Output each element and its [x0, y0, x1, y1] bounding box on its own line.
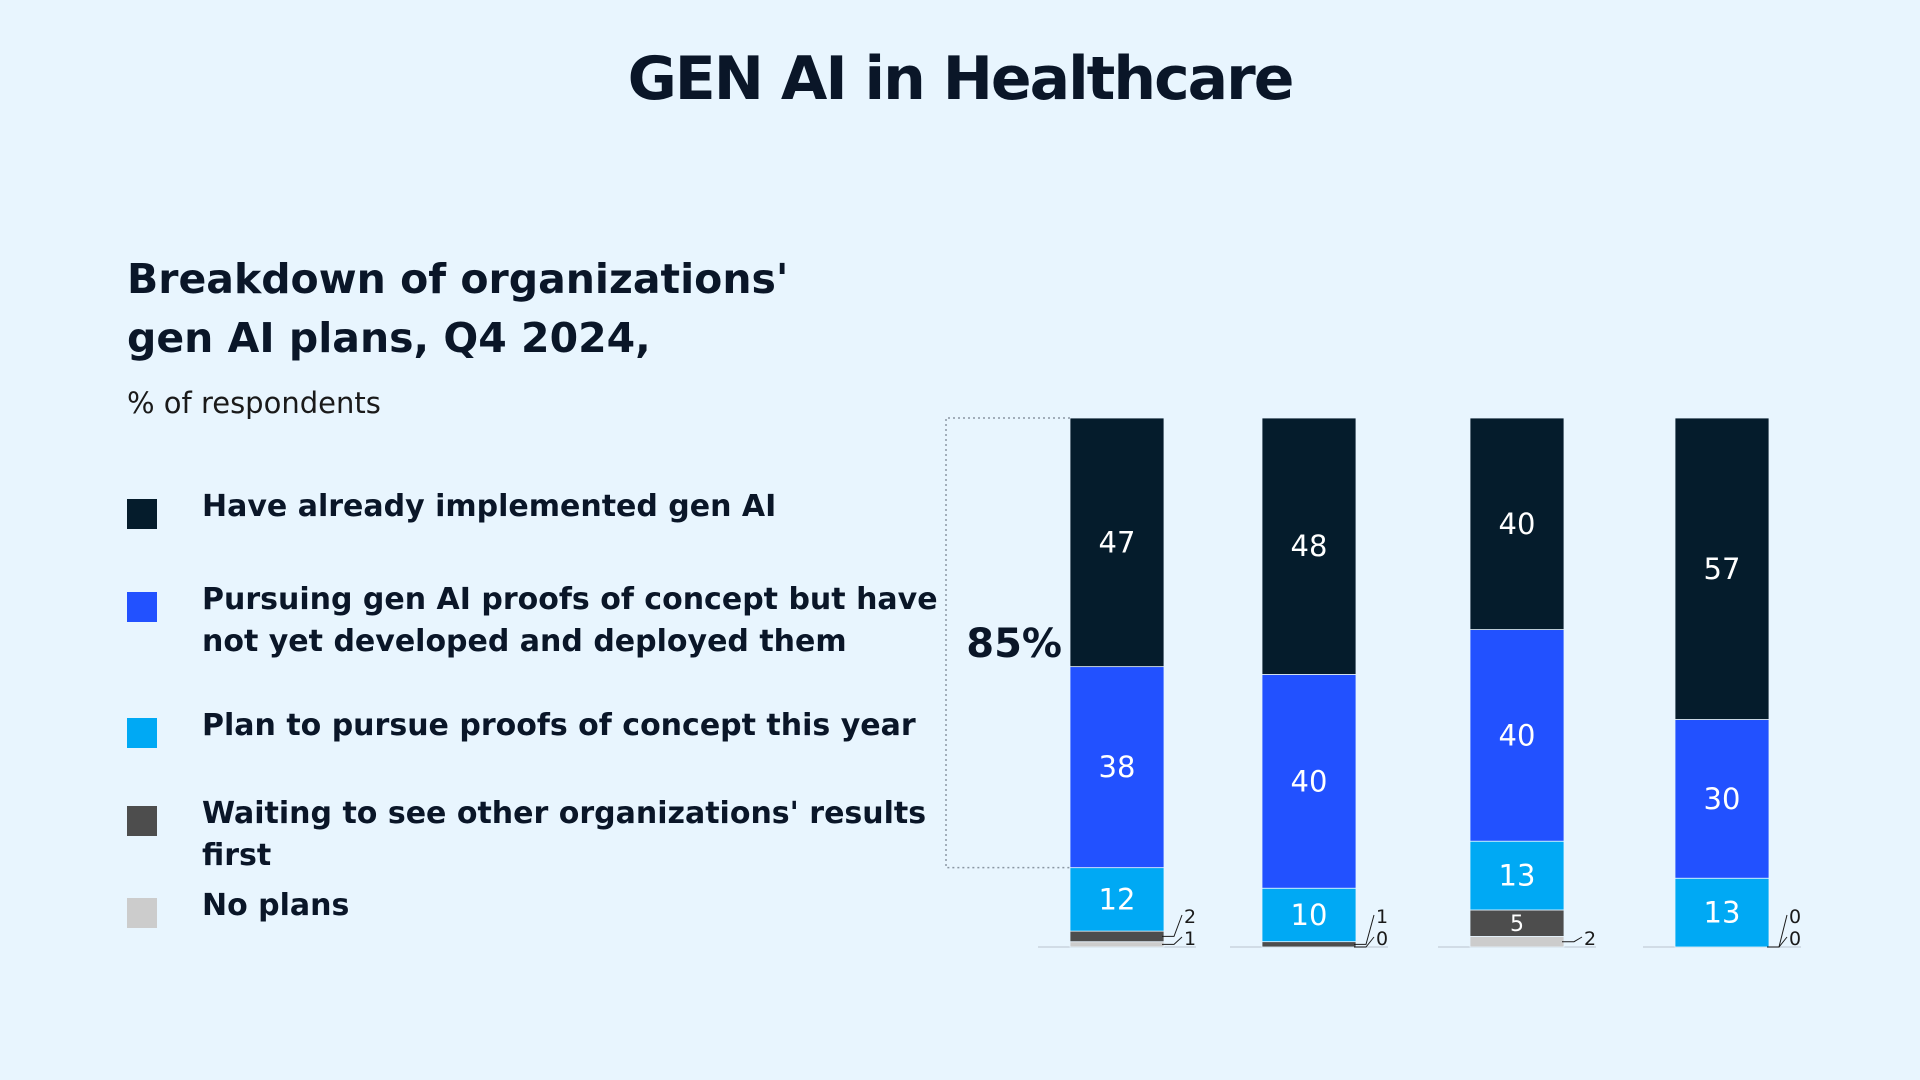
legend-label: Have already implemented gen AI: [202, 489, 777, 524]
bar-segment: [1069, 941, 1165, 948]
legend-label: Waiting to see other organizations' resu…: [202, 796, 927, 873]
bar-segment: [1469, 417, 1565, 631]
data-label: 1: [1184, 928, 1196, 950]
bar-segment: [1674, 719, 1770, 879]
leader-line: [1767, 936, 1788, 948]
data-label: 38: [1099, 750, 1136, 784]
data-label: 0: [1789, 906, 1801, 928]
bar-segment: [1069, 417, 1165, 668]
data-label: 1: [1376, 906, 1388, 928]
data-label: 10: [1291, 898, 1328, 932]
data-label: 13: [1499, 859, 1536, 893]
data-label: 2: [1184, 906, 1196, 928]
data-label: 13: [1704, 896, 1741, 930]
data-label: 48: [1291, 529, 1328, 563]
leader-line: [1767, 914, 1788, 948]
page-title: GEN AI in Healthcare: [627, 44, 1295, 114]
data-label: 12: [1099, 882, 1136, 916]
bar-segment: [1469, 936, 1565, 948]
data-label: 47: [1099, 525, 1136, 559]
data-label: 0: [1376, 928, 1388, 950]
annotation-label: 85%: [966, 621, 1062, 667]
data-label: 5: [1510, 912, 1524, 937]
leader-line: [1562, 936, 1583, 943]
leader-line: [1354, 914, 1375, 945]
legend-label: No plans: [202, 888, 350, 923]
bar-segment: [1069, 666, 1165, 869]
bar-segment: [1261, 674, 1357, 889]
leader-line: [1162, 936, 1183, 945]
legend-swatch: [127, 718, 157, 748]
leader-line: [1354, 936, 1375, 948]
legend-swatch: [127, 806, 157, 836]
bar-segment: [1469, 629, 1565, 842]
annotation-bracket: [945, 417, 1070, 869]
legend-label: Plan to pursue proofs of concept this ye…: [202, 708, 916, 743]
bar-segment: [1469, 909, 1565, 937]
data-label: 0: [1789, 928, 1801, 950]
legend-label: Pursuing gen AI proofs of concept but ha…: [202, 582, 938, 659]
legend-swatch: [127, 499, 157, 529]
bar-segment: [1069, 930, 1165, 943]
bar-segment: [1469, 840, 1565, 911]
data-label: 40: [1291, 764, 1328, 798]
data-label: 40: [1499, 507, 1536, 541]
legend-swatch: [127, 898, 157, 928]
data-label: 2: [1584, 928, 1596, 950]
data-label: 30: [1704, 782, 1741, 816]
bar-segment: [1261, 887, 1357, 943]
chart-title: Breakdown of organizations' gen AI plans…: [127, 255, 789, 362]
leader-line: [1162, 914, 1183, 937]
bar-segment: [1261, 417, 1357, 675]
bar-segment: [1261, 941, 1357, 948]
chart-subtitle: % of respondents: [127, 386, 381, 420]
bar-segment: [1674, 877, 1770, 948]
bar-segment: [1069, 867, 1165, 932]
data-label: 57: [1704, 552, 1741, 586]
bar-segment: [1674, 417, 1770, 720]
legend-swatch: [127, 592, 157, 622]
data-label: 40: [1499, 718, 1536, 752]
